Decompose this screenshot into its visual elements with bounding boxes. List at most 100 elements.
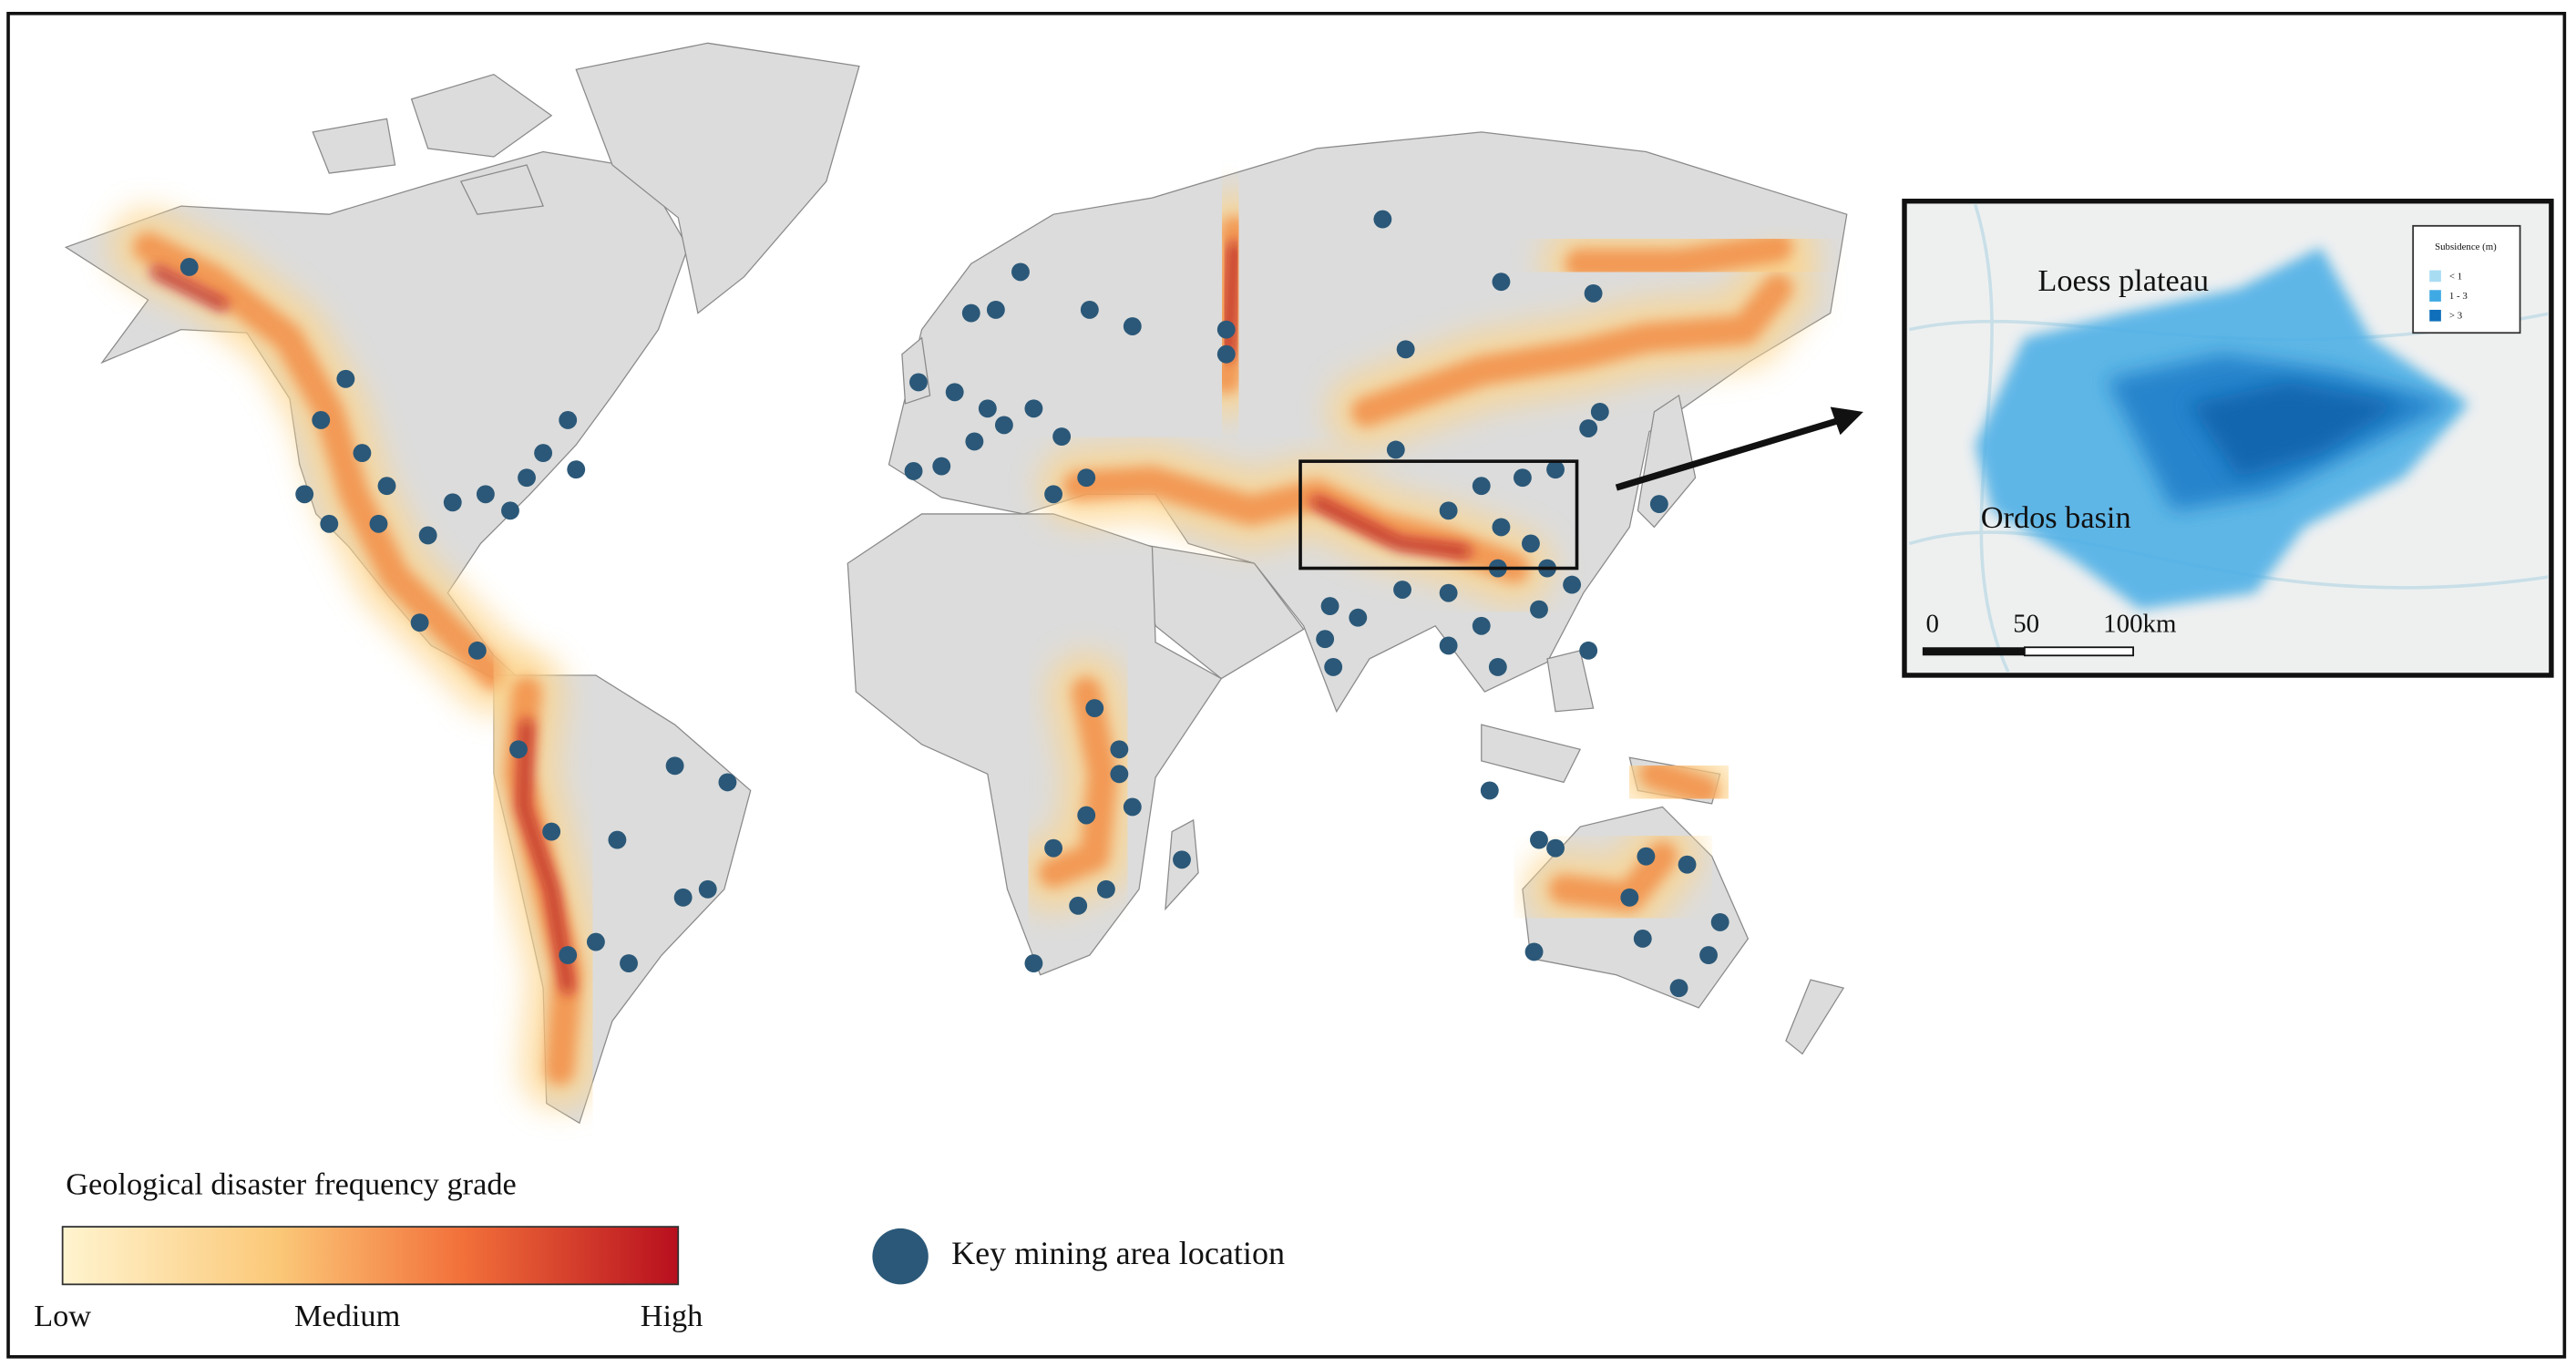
mining-site <box>518 468 536 488</box>
scale-label: Low <box>34 1299 91 1333</box>
arrow-head <box>1830 406 1863 436</box>
inset-legend-swatch <box>2429 270 2441 283</box>
inset-legend-label: < 1 <box>2449 271 2462 282</box>
mining-site <box>509 740 528 759</box>
mining-site <box>994 416 1013 435</box>
mining-site <box>410 613 429 632</box>
mining-site <box>1633 930 1652 948</box>
mining-site <box>1024 954 1043 973</box>
mining-site <box>1699 946 1718 964</box>
mining-site <box>965 432 984 451</box>
inset-legend-label: 1 - 3 <box>2449 291 2468 302</box>
mining-site <box>1216 344 1236 364</box>
mining-site <box>377 477 396 496</box>
mining-site <box>1386 440 1405 459</box>
mining-site <box>1480 781 1499 800</box>
mining-site <box>1216 320 1236 339</box>
legend: Geological disaster frequency grade Low … <box>34 1167 1285 1334</box>
scale-bar <box>1922 647 2025 656</box>
mining-site <box>1678 855 1697 874</box>
mining-site <box>945 383 964 402</box>
mining-site <box>1649 495 1668 514</box>
mining-site <box>1044 485 1063 504</box>
mining-site <box>295 485 314 504</box>
zoom-arrow <box>1615 416 1842 491</box>
mining-sites <box>180 210 1729 998</box>
mining-site <box>1044 838 1063 858</box>
mining-site <box>1472 616 1491 635</box>
heat-band-mid <box>1351 273 1793 427</box>
mining-site <box>1524 942 1544 961</box>
mining-site <box>586 932 605 951</box>
mining-site <box>1579 419 1598 437</box>
mining-site <box>369 514 388 533</box>
mining-site <box>180 258 199 276</box>
mining-site <box>320 514 339 533</box>
mining-site <box>1584 283 1603 303</box>
mining-site <box>1669 979 1688 998</box>
mining-site <box>1349 608 1368 627</box>
gradient-bar <box>61 1226 680 1286</box>
new-zealand <box>1785 979 1845 1055</box>
mining-site <box>1052 427 1072 446</box>
mining-site <box>698 879 717 899</box>
zoom-box <box>1298 459 1579 570</box>
mining-site <box>1173 850 1191 869</box>
mining-site <box>1492 272 1511 292</box>
mining-site <box>1439 583 1458 602</box>
mining-site <box>1637 847 1656 866</box>
heat-band-mid <box>133 232 509 691</box>
mining-site <box>1011 262 1030 282</box>
mining-site <box>1563 575 1582 594</box>
mining-site <box>932 457 951 476</box>
inset-legend-title: Subsidence (m) <box>2435 242 2497 252</box>
mining-site <box>1579 641 1598 660</box>
hazard-heat <box>108 190 1818 1110</box>
mining-site <box>961 303 980 323</box>
scale-label: Medium <box>294 1299 401 1333</box>
scale-bar <box>2023 646 2134 657</box>
heat-band-mid <box>1038 676 1118 888</box>
mining-site <box>1373 210 1392 229</box>
inset-legend-swatch <box>2429 290 2441 302</box>
mining-site <box>443 493 462 512</box>
mining-site <box>1110 740 1129 759</box>
mining-site <box>978 399 997 418</box>
inset-legend-label: > 3 <box>2449 311 2462 322</box>
mining-site <box>559 411 578 429</box>
mining-site <box>336 369 355 388</box>
mining-site <box>1620 888 1639 907</box>
scale-label: 0 <box>1925 609 1938 638</box>
mining-site <box>312 411 331 429</box>
scale-label: 100km <box>2103 609 2177 638</box>
inset-label: Ordos basin <box>1981 500 2131 535</box>
inset-label: Loess plateau <box>2037 263 2209 298</box>
heat-band-mid <box>1062 466 1530 583</box>
mining-site <box>1546 838 1565 858</box>
mining-site <box>501 501 519 520</box>
mining-site <box>718 773 737 792</box>
mining-site <box>1530 600 1548 619</box>
mining-site <box>620 954 638 973</box>
mining-site <box>1710 912 1729 931</box>
mining-site <box>1393 581 1411 599</box>
mining-site <box>1080 301 1099 319</box>
mining-site <box>1546 460 1565 479</box>
legend-dot <box>872 1228 929 1285</box>
mining-site <box>1513 468 1532 488</box>
mining-site <box>1069 896 1088 915</box>
mining-site <box>1492 518 1511 537</box>
mining-site <box>673 888 693 907</box>
mining-site <box>909 373 928 392</box>
greenland <box>575 42 860 314</box>
mining-site <box>467 641 487 660</box>
mining-site <box>1085 699 1104 718</box>
mining-site <box>1396 340 1415 359</box>
mining-site <box>1110 765 1129 784</box>
mining-site <box>665 756 684 776</box>
mining-site <box>1590 403 1609 421</box>
japan <box>1637 394 1697 529</box>
mining-site <box>1439 636 1458 655</box>
